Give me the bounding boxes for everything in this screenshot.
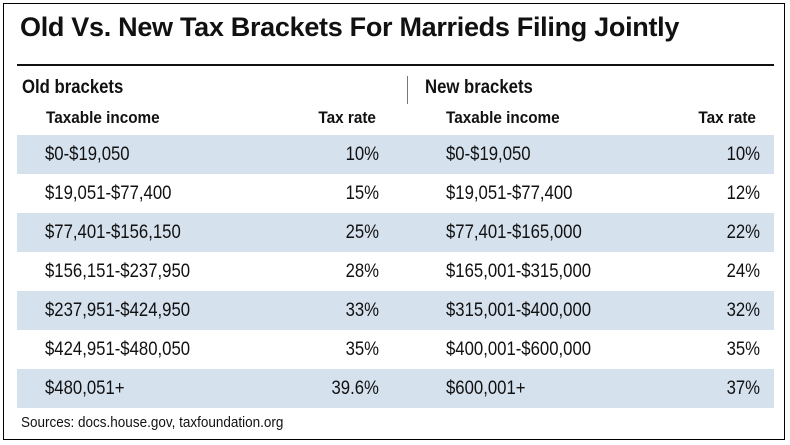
bracket-table: $0-$19,050 10% $0-$19,050 10% $19,051-$77,40…: [17, 135, 774, 408]
table-frame: Old Vs. New Tax Brackets For Marrieds Fi…: [3, 3, 785, 440]
column-header-new-income: Taxable income: [446, 108, 560, 127]
old-rate-cell: 10%: [345, 144, 379, 165]
group-header-old: Old brackets: [22, 77, 124, 98]
new-income-cell: $77,401-$165,000: [446, 222, 582, 243]
table-row: $19,051-$77,400 15% $19,051-$77,400 12%: [17, 174, 774, 213]
old-rate-cell: 28%: [345, 261, 379, 282]
new-rate-cell: 37%: [726, 378, 760, 399]
new-income-cell: $600,001+: [446, 378, 526, 399]
old-rate-cell: 15%: [345, 183, 379, 204]
new-income-cell: $165,001-$315,000: [446, 261, 592, 282]
old-rate-cell: 25%: [345, 222, 379, 243]
new-rate-cell: 22%: [726, 222, 760, 243]
table-row: $480,051+ 39.6% $600,001+ 37%: [17, 369, 774, 408]
old-income-cell: $237,951-$424,950: [45, 300, 191, 321]
old-income-cell: $19,051-$77,400: [45, 183, 172, 204]
new-income-cell: $400,001-$600,000: [446, 339, 592, 360]
old-income-cell: $156,151-$237,950: [45, 261, 191, 282]
group-divider: [407, 76, 408, 104]
old-income-cell: $480,051+: [45, 378, 125, 399]
new-income-cell: $315,001-$400,000: [446, 300, 592, 321]
old-rate-cell: 39.6%: [331, 378, 379, 399]
table-row: $237,951-$424,950 33% $315,001-$400,000 32%: [17, 291, 774, 330]
new-income-cell: $19,051-$77,400: [446, 183, 573, 204]
table-row: $424,951-$480,050 35% $400,001-$600,000 35%: [17, 330, 774, 369]
old-rate-cell: 33%: [345, 300, 379, 321]
new-rate-cell: 12%: [726, 183, 760, 204]
column-header-old-rate: Tax rate: [318, 108, 376, 127]
new-rate-cell: 10%: [726, 144, 760, 165]
old-income-cell: $77,401-$156,150: [45, 222, 181, 243]
old-income-cell: $0-$19,050: [45, 144, 130, 165]
new-income-cell: $0-$19,050: [446, 144, 531, 165]
new-rate-cell: 35%: [726, 339, 760, 360]
new-rate-cell: 24%: [726, 261, 760, 282]
group-header-new: New brackets: [425, 77, 533, 98]
table-title: Old Vs. New Tax Brackets For Marrieds Fi…: [20, 12, 680, 42]
old-income-cell: $424,951-$480,050: [45, 339, 191, 360]
old-rate-cell: 35%: [345, 339, 379, 360]
new-rate-cell: 32%: [726, 300, 760, 321]
table-row: $156,151-$237,950 28% $165,001-$315,000 24%: [17, 252, 774, 291]
source-note: Sources: docs.house.gov, taxfoundation.o…: [21, 414, 284, 431]
table-row: $0-$19,050 10% $0-$19,050 10%: [17, 135, 774, 174]
column-header-old-income: Taxable income: [46, 108, 160, 127]
title-rule: [17, 64, 774, 66]
table-row: $77,401-$156,150 25% $77,401-$165,000 22%: [17, 213, 774, 252]
column-header-new-rate: Tax rate: [698, 108, 756, 127]
